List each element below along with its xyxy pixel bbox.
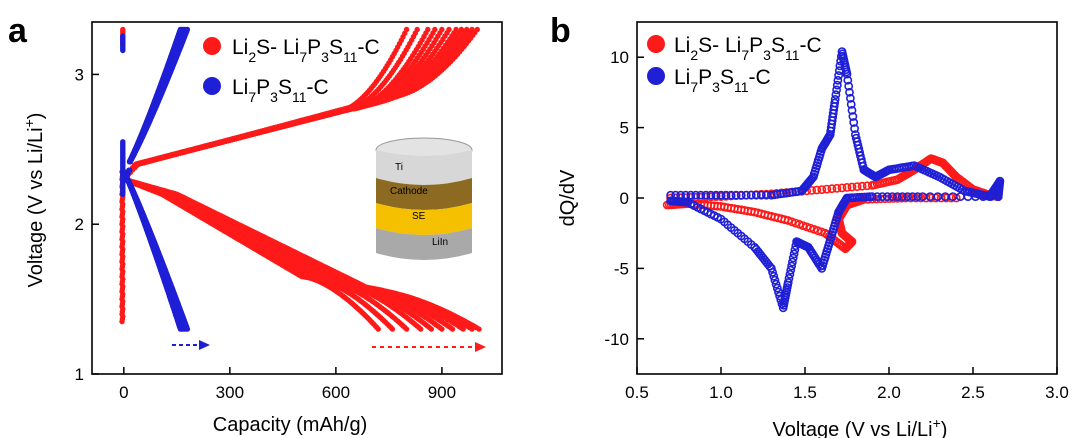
panel-b-y-tick-label: -10 [604, 330, 629, 349]
data-point [476, 326, 482, 332]
data-point [827, 184, 837, 194]
panel-b-x-tick-label: 2.5 [961, 383, 985, 402]
panel-a-x-tick-label: 300 [216, 383, 244, 402]
red-charge-curve [121, 26, 480, 182]
panel-a-x-tick-label: 600 [322, 383, 350, 402]
data-point [375, 326, 381, 332]
data-point [403, 26, 410, 33]
blue-charge-curve [121, 26, 191, 182]
panel-b-y-tick-label: 10 [610, 48, 629, 67]
legend-entry-li2s-composite: Li2S- Li7P3S11-C [203, 36, 380, 65]
data-point [880, 194, 890, 204]
data-point [418, 326, 424, 332]
legend-entry-lps: Li7P3S11-C [203, 76, 329, 105]
data-point [425, 26, 431, 33]
data-point [439, 26, 445, 33]
blue-top-segment [120, 33, 126, 54]
data-point [842, 182, 852, 192]
legend-label-lps: Li7P3S11-C [232, 76, 329, 105]
panel-a-x-axis-label: Capacity (mAh/g) [213, 414, 368, 436]
data-point [449, 326, 456, 332]
data-point [414, 26, 420, 33]
panel-b-x-tick-label: 1.5 [793, 383, 817, 402]
data-point [432, 26, 438, 33]
data-point [474, 26, 480, 33]
panel-a-x-tick-label: 900 [428, 383, 456, 402]
data-point [852, 182, 862, 191]
inset-label-liin: LiIn [432, 237, 448, 248]
red-reduction-curve [662, 193, 961, 254]
data-point [184, 326, 191, 332]
panel-a-x-tick-label: 0 [119, 383, 128, 402]
data-point [931, 193, 941, 203]
legend-label-li2s-composite: Li2S- Li7P3S11-C [232, 36, 380, 65]
inset-layer-liin [376, 228, 472, 260]
panel-a-y-tick-label: 3 [75, 65, 84, 84]
legend-marker-blue [203, 77, 221, 95]
data-point [428, 326, 434, 332]
panel-b-x-tick-label: 3.0 [1045, 383, 1069, 402]
panel-b-x-tick-label: 0.5 [625, 383, 649, 402]
data-point [439, 326, 445, 332]
red-arrow-head [475, 342, 486, 352]
panel-b-letter: b [550, 12, 571, 50]
blue-initial-segment [120, 139, 126, 197]
data-point [847, 182, 857, 192]
data-point [822, 184, 832, 194]
panel-b-x-tick-label: 2.0 [877, 383, 901, 402]
panel-a: a 0 300 600 900 1 2 3 Capacity (mAh/g) Voltage… [8, 12, 503, 436]
data-point [837, 183, 847, 193]
inset-layer-se [376, 203, 472, 235]
panel-b-y-tick-label: 0 [620, 189, 629, 208]
data-point [120, 33, 126, 39]
panel-a-y-axis-label: Voltage (V vs Li/Li+) [21, 113, 47, 288]
panel-b-y-tick-label: 5 [620, 119, 629, 138]
data-point [832, 183, 842, 193]
data-point [120, 139, 126, 145]
cell-stack-inset: Ti Cathode SE LiIn [375, 137, 473, 260]
data-point [857, 181, 867, 191]
red-discharge-curve [121, 176, 482, 332]
data-point [946, 193, 956, 203]
panel-a-plot-area [119, 26, 482, 332]
blue-arrow-head [199, 340, 210, 350]
data-point [460, 326, 466, 332]
panel-b-ticks: 0.5 1.0 1.5 2.0 2.5 3.0 -10 -5 0 5 10 [604, 48, 1068, 402]
panel-b-y-tick-label: -5 [614, 259, 629, 278]
inset-label-se: SE [412, 211, 426, 222]
data-point [446, 26, 452, 33]
blue-discharge-curve [121, 169, 191, 332]
discharge-direction-arrows [172, 340, 486, 352]
inset-label-cathode: Cathode [390, 186, 428, 197]
data-point [817, 185, 827, 194]
legend-marker-red [203, 37, 221, 55]
panel-a-legend: Li2S- Li7P3S11-C Li7P3S11-C [203, 36, 380, 105]
panel-a-ticks: 0 300 600 900 1 2 3 [75, 65, 457, 402]
panel-a-axes-frame [91, 21, 503, 375]
panel-a-letter: a [8, 12, 28, 50]
data-point [807, 185, 817, 195]
data-point [184, 26, 191, 33]
inset-label-ti: Ti [395, 162, 403, 173]
data-point [120, 26, 126, 33]
data-point [126, 167, 133, 173]
panel-a-y-tick-label: 2 [75, 215, 84, 234]
data-point [389, 326, 396, 332]
panel-b-x-tick-label: 1.0 [709, 383, 733, 402]
inset-layer-cathode [376, 178, 472, 210]
inset-layer-ti [376, 150, 472, 185]
data-point [403, 326, 410, 332]
panel-b-plot-area [662, 47, 1005, 313]
data-point [812, 185, 822, 195]
panel-a-y-tick-label: 1 [75, 365, 84, 384]
